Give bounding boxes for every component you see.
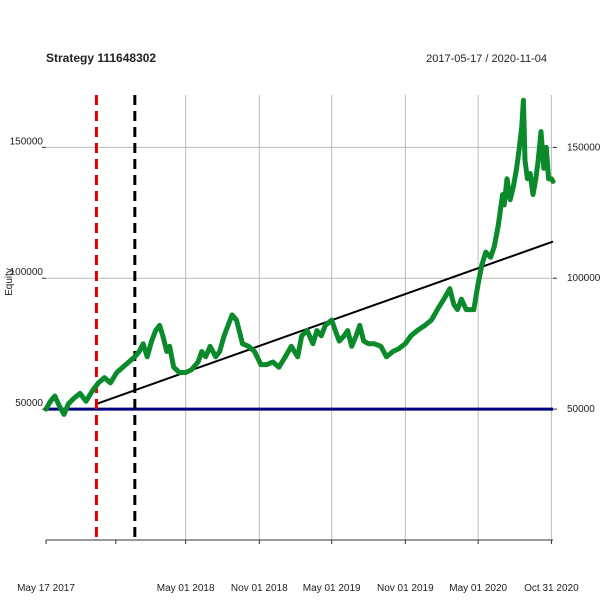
y-tick-label-left: 50000 bbox=[15, 398, 43, 409]
x-tick-label: Oct 31 2020 bbox=[524, 583, 579, 594]
x-tick-label: Nov 01 2018 bbox=[231, 583, 288, 594]
chart-subtitle: 2017-05-17 / 2020-11-04 bbox=[426, 53, 547, 65]
y-tick-label-right: 100000 bbox=[567, 273, 600, 284]
x-tick-label: May 01 2019 bbox=[303, 583, 361, 594]
y-tick-label-right: 50000 bbox=[567, 404, 595, 415]
x-tick-label: May 01 2018 bbox=[157, 583, 215, 594]
y-tick-label-right: 150000 bbox=[567, 142, 600, 153]
equity-series bbox=[43, 97, 556, 417]
x-tick-label: Nov 01 2019 bbox=[377, 583, 434, 594]
y-axis-label: Equity bbox=[4, 268, 15, 296]
chart-title: Strategy 111648302 bbox=[46, 51, 156, 65]
vertical-markers bbox=[94, 95, 137, 540]
x-tick-label: May 17 2017 bbox=[17, 583, 75, 594]
x-tick-label: May 01 2020 bbox=[449, 583, 507, 594]
equity-line bbox=[43, 97, 556, 417]
y-tick-label-left: 100000 bbox=[10, 267, 44, 278]
axes: 50000 50000 100000 100000 150000 150000 May 17… bbox=[10, 136, 600, 594]
grid-lines bbox=[46, 95, 553, 540]
y-tick-label-left: 150000 bbox=[10, 136, 44, 147]
